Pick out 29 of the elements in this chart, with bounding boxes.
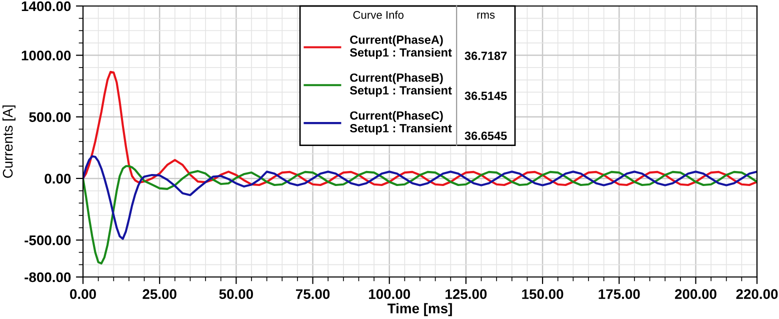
legend-label: Current(PhaseB) Setup1 : Transient [350,73,452,97]
x-tick-label: 25.00 [142,289,176,300]
y-tick-label: 0.00 [44,174,71,184]
line-series [83,155,757,240]
legend-title: Curve Info [353,10,404,19]
x-tick-label: 125.00 [446,289,487,300]
legend-label: Current(PhaseC) Setup1 : Transient [350,111,452,135]
y-tick-label: 500.00 [29,112,71,122]
x-tick-label: 100.00 [369,289,410,300]
line-series [83,70,757,186]
x-tick-label: 50.00 [219,289,253,300]
annotation: 36.7187 [464,52,507,60]
y-axis-title: Currents [A] [2,105,16,178]
x-tick-label: 150.00 [522,289,564,300]
legend-label: Current(PhaseA) Setup1 : Transient [350,35,452,59]
annotation: rms [477,12,495,19]
x-tick-label: 175.00 [598,289,640,300]
line-series [83,165,757,264]
x-tick-label: 0.00 [70,289,96,300]
x-tick-label: 75.00 [296,289,330,300]
x-tick-label: 200.00 [674,289,716,300]
annotation: 36.5145 [464,92,507,100]
x-tick-label: 220.00 [736,289,778,300]
annotation: 36.6545 [464,132,507,140]
y-tick-label: -800.00 [24,272,71,282]
x-axis-title: Time [ms] [387,303,452,316]
y-tick-label: 1000.00 [22,50,71,60]
y-tick-label: -500.00 [24,235,71,246]
y-tick-label: 1400.00 [22,1,71,12]
